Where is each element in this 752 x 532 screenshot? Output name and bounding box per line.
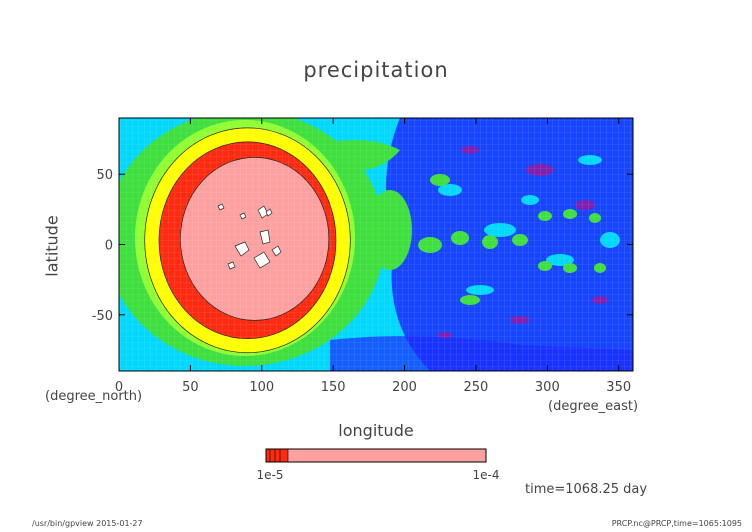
x-tick-label: 250 xyxy=(464,380,489,395)
x-axis: 0 50 100 150 200 250 300 350 xyxy=(115,118,631,395)
x-axis-label: longitude xyxy=(338,421,414,440)
x-tick-label: 350 xyxy=(606,380,631,395)
y-axis-label: latitude xyxy=(42,215,62,277)
y-tick-label: 0 xyxy=(105,239,113,254)
y-tick-label: 50 xyxy=(96,168,113,183)
chart-title: precipitation xyxy=(303,58,449,82)
y-tick-label: -50 xyxy=(92,309,113,324)
x-tick-label: 200 xyxy=(392,380,417,395)
time-label: time=1068.25 day xyxy=(525,482,648,497)
y-axis: -50 0 50 xyxy=(92,168,633,324)
x-axis-unit: (degree_east) xyxy=(548,399,639,414)
footer-left: /usr/bin/gpview 2015-01-27 xyxy=(32,519,143,528)
grid-overlay xyxy=(119,118,633,371)
x-tick-label: 50 xyxy=(182,380,199,395)
x-tick-label: 300 xyxy=(535,380,560,395)
footer-right: PRCP.nc@PRCP,time=1065:1095 xyxy=(611,519,742,528)
x-tick-label: 0 xyxy=(115,380,123,395)
x-tick-label: 150 xyxy=(321,380,346,395)
y-axis-unit: (degree_north) xyxy=(45,389,143,404)
x-tick-label: 100 xyxy=(249,380,274,395)
